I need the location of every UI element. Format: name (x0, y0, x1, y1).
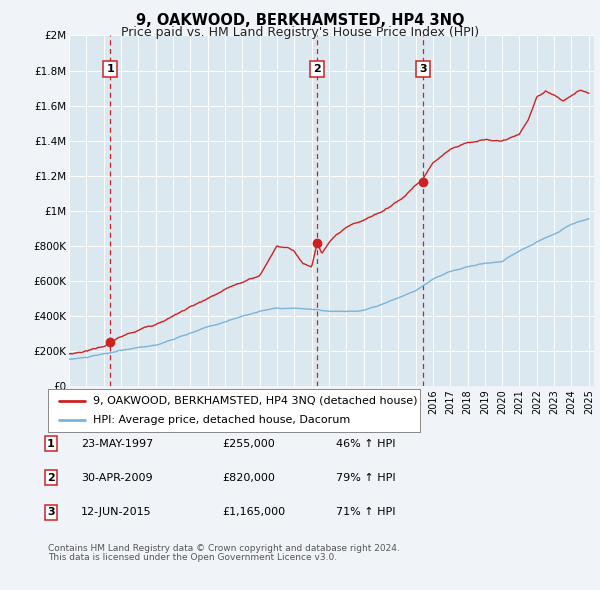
Text: 23-MAY-1997: 23-MAY-1997 (81, 439, 153, 448)
Text: £820,000: £820,000 (222, 473, 275, 483)
Text: Contains HM Land Registry data © Crown copyright and database right 2024.: Contains HM Land Registry data © Crown c… (48, 545, 400, 553)
Text: 79% ↑ HPI: 79% ↑ HPI (336, 473, 395, 483)
Text: 3: 3 (47, 507, 55, 517)
Text: £255,000: £255,000 (222, 439, 275, 448)
Text: 3: 3 (419, 64, 427, 74)
Text: 1: 1 (107, 64, 114, 74)
Text: 1: 1 (47, 439, 55, 448)
Text: This data is licensed under the Open Government Licence v3.0.: This data is licensed under the Open Gov… (48, 553, 337, 562)
Text: 9, OAKWOOD, BERKHAMSTED, HP4 3NQ (detached house): 9, OAKWOOD, BERKHAMSTED, HP4 3NQ (detach… (92, 396, 417, 406)
Text: 46% ↑ HPI: 46% ↑ HPI (336, 439, 395, 448)
Text: 30-APR-2009: 30-APR-2009 (81, 473, 152, 483)
Text: 9, OAKWOOD, BERKHAMSTED, HP4 3NQ: 9, OAKWOOD, BERKHAMSTED, HP4 3NQ (136, 13, 464, 28)
Text: 2: 2 (47, 473, 55, 483)
Text: HPI: Average price, detached house, Dacorum: HPI: Average price, detached house, Daco… (92, 415, 350, 425)
Text: 12-JUN-2015: 12-JUN-2015 (81, 507, 152, 517)
Text: 71% ↑ HPI: 71% ↑ HPI (336, 507, 395, 517)
Text: 2: 2 (313, 64, 321, 74)
Text: Price paid vs. HM Land Registry's House Price Index (HPI): Price paid vs. HM Land Registry's House … (121, 26, 479, 39)
Text: £1,165,000: £1,165,000 (222, 507, 285, 517)
